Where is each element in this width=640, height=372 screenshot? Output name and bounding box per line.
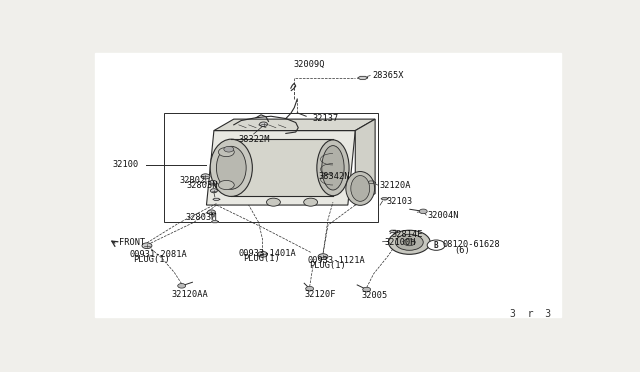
Ellipse shape bbox=[210, 139, 252, 196]
Circle shape bbox=[318, 254, 328, 260]
Text: PLUG(1): PLUG(1) bbox=[243, 254, 280, 263]
Circle shape bbox=[142, 243, 152, 248]
Text: FRONT: FRONT bbox=[118, 238, 145, 247]
Text: 32137: 32137 bbox=[312, 114, 339, 123]
Text: PLUG(1): PLUG(1) bbox=[134, 255, 170, 264]
Circle shape bbox=[260, 122, 268, 126]
Text: 28365X: 28365X bbox=[372, 71, 404, 80]
Text: 38342N: 38342N bbox=[318, 173, 349, 182]
Polygon shape bbox=[207, 131, 355, 205]
Text: 00933-1121A: 00933-1121A bbox=[307, 256, 365, 264]
Polygon shape bbox=[213, 198, 220, 201]
Circle shape bbox=[218, 147, 234, 157]
Polygon shape bbox=[390, 230, 397, 232]
Ellipse shape bbox=[346, 171, 374, 205]
Circle shape bbox=[257, 251, 268, 257]
Text: 32814E: 32814E bbox=[392, 230, 423, 239]
Text: 32103: 32103 bbox=[387, 197, 413, 206]
Circle shape bbox=[396, 234, 423, 250]
Circle shape bbox=[178, 283, 186, 288]
Polygon shape bbox=[355, 119, 375, 205]
Text: 32120AA: 32120AA bbox=[172, 290, 209, 299]
Text: PLUG(1): PLUG(1) bbox=[309, 261, 346, 270]
Polygon shape bbox=[367, 181, 376, 183]
Text: 32120F: 32120F bbox=[305, 290, 336, 299]
Text: 32004N: 32004N bbox=[428, 211, 459, 221]
Circle shape bbox=[209, 180, 217, 185]
Text: 32803N: 32803N bbox=[187, 182, 218, 190]
Circle shape bbox=[207, 210, 216, 215]
Ellipse shape bbox=[216, 146, 246, 189]
Text: 32B02: 32B02 bbox=[179, 176, 205, 185]
Circle shape bbox=[388, 230, 430, 254]
Polygon shape bbox=[358, 76, 367, 79]
Text: 32005: 32005 bbox=[362, 291, 388, 300]
Text: 32120A: 32120A bbox=[379, 182, 411, 190]
Polygon shape bbox=[211, 221, 218, 223]
Circle shape bbox=[211, 189, 218, 193]
Ellipse shape bbox=[351, 176, 370, 201]
Text: 32100: 32100 bbox=[112, 160, 138, 169]
Text: 00933-1401A: 00933-1401A bbox=[239, 249, 296, 258]
Circle shape bbox=[224, 146, 234, 152]
Circle shape bbox=[218, 180, 234, 190]
Polygon shape bbox=[231, 139, 333, 196]
Text: 32803M: 32803M bbox=[185, 212, 217, 222]
Text: 32009Q: 32009Q bbox=[293, 60, 324, 69]
Polygon shape bbox=[381, 198, 388, 200]
Text: 32100H: 32100H bbox=[384, 238, 415, 247]
Circle shape bbox=[304, 198, 317, 206]
Circle shape bbox=[363, 287, 371, 292]
Text: 3  r  3: 3 r 3 bbox=[510, 309, 551, 319]
Circle shape bbox=[266, 198, 280, 206]
Text: 38322M: 38322M bbox=[239, 135, 270, 144]
Ellipse shape bbox=[322, 145, 344, 190]
Ellipse shape bbox=[317, 140, 349, 196]
Text: (6): (6) bbox=[454, 246, 470, 254]
Circle shape bbox=[428, 240, 445, 250]
Text: 00931-2081A: 00931-2081A bbox=[129, 250, 188, 259]
Circle shape bbox=[419, 209, 428, 214]
Circle shape bbox=[403, 239, 415, 246]
Text: B: B bbox=[434, 241, 438, 250]
Circle shape bbox=[201, 174, 210, 179]
Text: 08120-61628: 08120-61628 bbox=[442, 240, 500, 249]
Circle shape bbox=[306, 286, 314, 291]
Polygon shape bbox=[214, 119, 375, 131]
